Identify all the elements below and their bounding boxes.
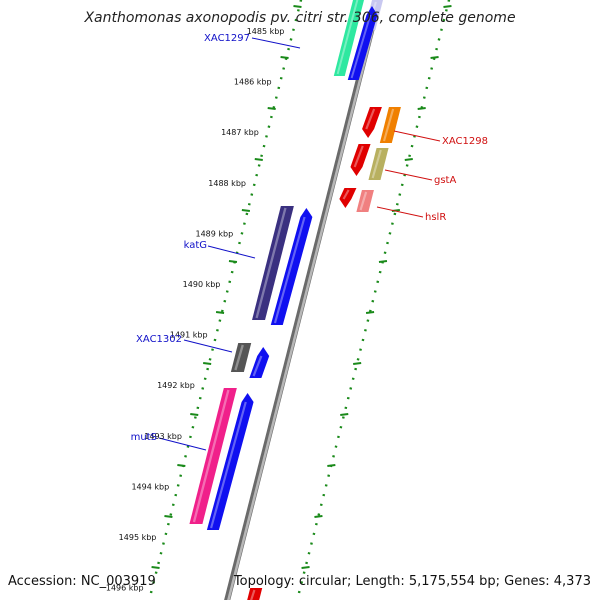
major-tick bbox=[203, 362, 212, 365]
cds-katG bbox=[270, 208, 313, 325]
major-tick bbox=[430, 56, 439, 59]
leader-line-mutS bbox=[158, 437, 207, 451]
cds-XAC1302 bbox=[249, 347, 270, 378]
kbp-label: 1486 kbp bbox=[234, 78, 272, 87]
kbp-label: 1494 kbp bbox=[131, 482, 169, 491]
major-tick bbox=[417, 107, 426, 110]
gene-label-katG[interactable]: katG bbox=[184, 240, 207, 251]
gene-label-hslR[interactable]: hslR bbox=[425, 212, 446, 223]
cds-mutS bbox=[206, 393, 254, 530]
genome-backbone bbox=[224, 0, 383, 600]
right-tick-rail bbox=[295, 0, 451, 600]
gene-label-XAC1297[interactable]: XAC1297 bbox=[204, 33, 250, 44]
kbp-label: 1492 kbp bbox=[157, 381, 195, 390]
kbp-label: 1496 kbp bbox=[106, 584, 144, 593]
major-tick bbox=[340, 413, 349, 416]
major-tick bbox=[443, 5, 452, 8]
leader-line-gstA bbox=[384, 169, 433, 181]
gene-mutS bbox=[189, 388, 237, 524]
genome-summary-text: Topology: circular; Length: 5,175,554 bp… bbox=[233, 574, 591, 589]
kbp-label: 1491 kbp bbox=[170, 331, 208, 340]
cds-hslR bbox=[339, 188, 357, 208]
leader-line-XAC1302 bbox=[183, 339, 233, 353]
gene-label-gstA[interactable]: gstA bbox=[434, 175, 456, 186]
cds-features bbox=[206, 6, 378, 530]
major-tick bbox=[293, 5, 302, 8]
major-tick bbox=[378, 260, 388, 263]
kbp-label: 1488 kbp bbox=[208, 179, 246, 188]
gene-XAC1297 bbox=[333, 0, 365, 76]
major-tick bbox=[190, 413, 199, 416]
major-tick bbox=[228, 260, 238, 263]
backbone-highlight bbox=[227, 0, 382, 600]
major-tick bbox=[314, 515, 323, 518]
kbp-label: 1493 kbp bbox=[144, 432, 182, 441]
major-tick bbox=[267, 107, 276, 110]
leader-line-XAC1297 bbox=[251, 37, 301, 49]
gene-bottom-red bbox=[247, 588, 263, 600]
gene-XAC1298 bbox=[379, 107, 401, 143]
major-tick bbox=[151, 566, 160, 569]
gene-label-XAC1298[interactable]: XAC1298 bbox=[442, 136, 488, 147]
kbp-label: 1495 kbp bbox=[119, 533, 157, 542]
gene-hslR bbox=[356, 190, 374, 212]
major-tick bbox=[327, 464, 336, 467]
kbp-label: 1490 kbp bbox=[183, 280, 221, 289]
label-leader-lines bbox=[158, 37, 441, 451]
gene-label-XAC1302[interactable]: XAC1302 bbox=[136, 334, 182, 345]
gene-labels: XAC1297 katG XAC1302 mutS XAC1298 gstA hslR bbox=[131, 33, 488, 443]
cds-XAC1297 bbox=[347, 6, 378, 80]
tick-marks bbox=[147, 0, 452, 600]
gene-gstA bbox=[368, 148, 389, 180]
leader-line-katG bbox=[207, 245, 256, 259]
kbp-labels: 1485 kbp 1486 kbp 1487 kbp 1488 kbp 1489 kbp… bbox=[106, 27, 285, 593]
major-tick bbox=[254, 158, 263, 161]
kbp-label: 1489 kbp bbox=[195, 229, 233, 238]
cds-gstA bbox=[350, 144, 371, 176]
gene-katG bbox=[252, 206, 294, 320]
leader-line-hslR bbox=[376, 206, 424, 218]
accession-text: Accession: NC_003919 bbox=[8, 574, 156, 589]
kbp-label: 1487 kbp bbox=[221, 128, 259, 137]
gene-XAC1302 bbox=[230, 343, 252, 372]
map-title: Xanthomonas axonopodis pv. citri str. 30… bbox=[84, 10, 516, 26]
leader-line-XAC1298 bbox=[393, 130, 441, 142]
cds-XAC1298 bbox=[362, 107, 382, 138]
major-tick bbox=[301, 566, 310, 569]
kbp-label: 1485 kbp bbox=[247, 27, 285, 36]
gene-label-mutS[interactable]: mutS bbox=[131, 432, 157, 443]
major-tick bbox=[365, 311, 375, 314]
major-tick bbox=[404, 158, 413, 161]
major-tick bbox=[164, 515, 173, 518]
major-tick bbox=[353, 362, 362, 365]
major-tick bbox=[241, 209, 250, 212]
major-tick bbox=[177, 464, 186, 467]
major-tick bbox=[215, 311, 225, 314]
major-tick bbox=[280, 56, 289, 59]
